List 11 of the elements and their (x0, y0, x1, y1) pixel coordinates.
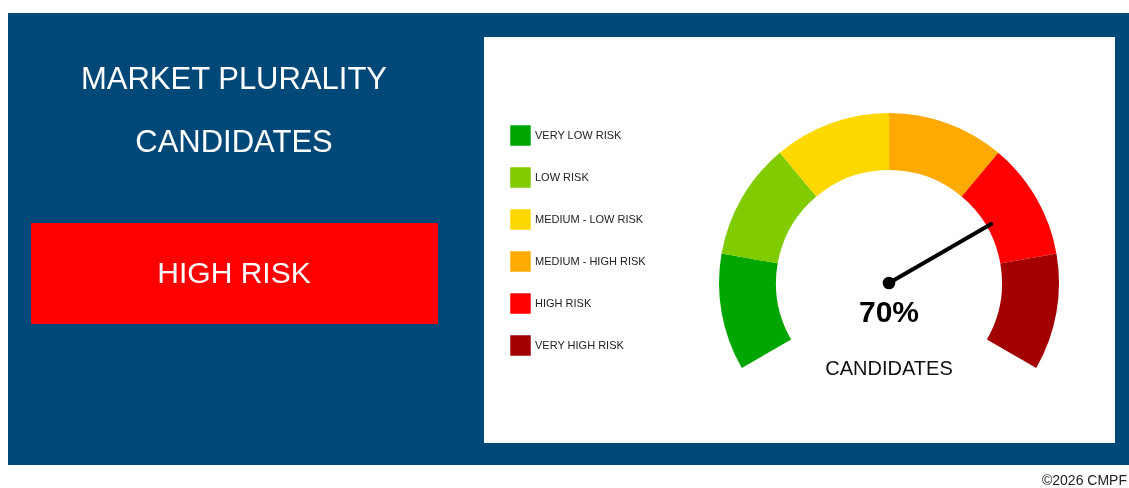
legend-label: LOW RISK (535, 170, 590, 183)
legend-label: MEDIUM - HIGH RISK (535, 254, 647, 267)
text: MARKET PLURALITY CANDIDATES (80, 61, 388, 159)
text: ©2026 CMPF (1041, 472, 1127, 488)
legend-label: VERY LOW RISK (535, 128, 623, 141)
legend-label: HIGH RISK (535, 296, 592, 309)
legend-label: MEDIUM - LOW RISK (535, 212, 644, 225)
text: CANDIDATES (825, 357, 953, 379)
legend-label: VERY HIGH RISK (535, 338, 625, 351)
category-label: HIGH RISK (157, 256, 311, 289)
text: 70% (858, 295, 920, 328)
